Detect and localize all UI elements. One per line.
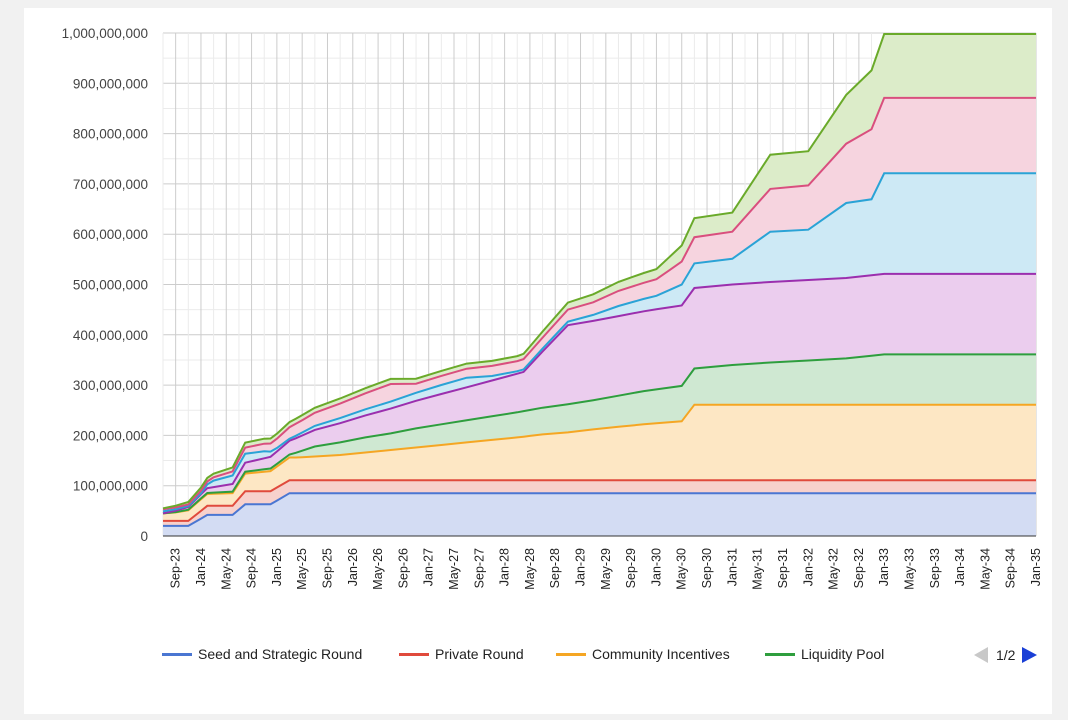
x-tick-label: Jan-35	[1029, 548, 1043, 586]
legend-swatch-private	[399, 653, 429, 656]
line-series-8	[162, 33, 1036, 510]
x-tick-label: Sep-31	[776, 548, 790, 588]
x-tick-label: Sep-32	[852, 548, 866, 588]
legend-swatch-liquidity	[765, 653, 795, 656]
x-tick-label: Sep-30	[700, 548, 714, 588]
legend-label-private: Private Round	[435, 646, 524, 662]
legend-item-liquidity-pool[interactable]: Liquidity Pool	[765, 646, 884, 662]
x-tick-label: Sep-25	[320, 548, 334, 588]
pager-next-icon[interactable]	[1022, 647, 1037, 663]
x-tick-label: May-33	[902, 548, 916, 590]
area-series-5	[163, 273, 1036, 514]
y-tick-label: 1,000,000,000	[62, 26, 148, 41]
area-series-8	[163, 34, 1036, 510]
x-tick-label: May-30	[675, 548, 689, 590]
x-tick-label: May-24	[219, 548, 233, 590]
area-fills	[163, 34, 1036, 536]
area-liquidity-pool	[163, 354, 1036, 514]
x-tick-label: Sep-33	[928, 548, 942, 588]
x-tick-label: Jan-32	[801, 548, 815, 586]
series-lines	[162, 33, 1036, 527]
y-tick-label: 800,000,000	[73, 127, 148, 142]
x-tick-label: May-32	[827, 548, 841, 590]
y-tick-label: 700,000,000	[73, 177, 148, 192]
x-tick-label: May-28	[523, 548, 537, 590]
y-tick-label: 400,000,000	[73, 328, 148, 343]
area-private-round	[163, 480, 1036, 526]
x-tick-label: Jan-26	[346, 548, 360, 586]
line-private-round	[163, 479, 1036, 522]
x-tick-label: Jan-27	[422, 548, 436, 586]
y-tick-label: 0	[140, 529, 148, 544]
x-tick-label: May-31	[751, 548, 765, 590]
stacked-area-chart: 0 100,000,000 200,000,000 300,000,000 400,00…	[62, 26, 1043, 663]
line-series-6	[162, 172, 1036, 513]
x-tick-label: Sep-27	[472, 548, 486, 588]
line-series-5	[162, 272, 1036, 515]
legend-pager: 1/2	[974, 647, 1037, 663]
legend-swatch-community	[556, 653, 586, 656]
area-community-incentives	[163, 404, 1036, 521]
legend-item-seed-and-strategic-round[interactable]: Seed and Strategic Round	[162, 646, 362, 662]
legend-item-community-incentives[interactable]: Community Incentives	[556, 646, 730, 662]
line-seed-and-strategic-round	[163, 492, 1036, 527]
y-tick-label: 500,000,000	[73, 278, 148, 293]
legend-item-private-round[interactable]: Private Round	[399, 646, 524, 662]
x-tick-label: Sep-24	[245, 548, 259, 588]
legend: Seed and Strategic Round Private Round C…	[162, 646, 1037, 663]
y-tick-label: 300,000,000	[73, 378, 148, 393]
x-tick-label: Sep-26	[396, 548, 410, 588]
y-tick-label: 600,000,000	[73, 227, 148, 242]
x-tick-label: Sep-23	[169, 548, 183, 588]
legend-label-liquidity: Liquidity Pool	[801, 646, 884, 662]
line-series-7	[162, 96, 1036, 511]
line-liquidity-pool	[162, 353, 1036, 515]
x-tick-label: Jan-34	[953, 548, 967, 586]
x-tick-label: May-26	[371, 548, 385, 590]
pager-label: 1/2	[996, 647, 1016, 663]
area-series-6	[163, 173, 1036, 514]
pager-prev-icon[interactable]	[974, 647, 988, 663]
y-tick-label: 900,000,000	[73, 76, 148, 91]
legend-label-seed: Seed and Strategic Round	[198, 646, 362, 662]
x-tick-label: Jan-33	[877, 548, 891, 586]
x-tick-label: May-29	[599, 548, 613, 590]
y-tick-label: 200,000,000	[73, 428, 148, 443]
area-series-7	[163, 97, 1036, 512]
x-tick-label: Sep-34	[1004, 548, 1018, 588]
y-tick-label: 100,000,000	[73, 479, 148, 494]
x-tick-label: Sep-29	[624, 548, 638, 588]
x-tick-label: May-27	[447, 548, 461, 590]
x-tick-label: May-34	[978, 548, 992, 590]
x-tick-label: Jan-25	[270, 548, 284, 586]
area-seed-and-strategic-round	[163, 493, 1036, 536]
x-tick-label: Jan-29	[574, 548, 588, 586]
y-axis-tick-labels: 0 100,000,000 200,000,000 300,000,000 400,00…	[62, 26, 148, 544]
x-tick-label: Jan-31	[725, 548, 739, 586]
x-tick-label: Jan-30	[649, 548, 663, 586]
x-axis-tick-labels: Sep-23 Jan-24 May-24 Sep-24 Jan-25 May-25 Sep-…	[169, 548, 1043, 590]
x-tick-label: Sep-28	[548, 548, 562, 588]
x-tick-label: May-25	[295, 548, 309, 590]
legend-swatch-seed	[162, 653, 192, 656]
legend-label-community: Community Incentives	[592, 646, 730, 662]
x-tick-label: Jan-28	[498, 548, 512, 586]
x-tick-label: Jan-24	[194, 548, 208, 586]
chart-card: 0 100,000,000 200,000,000 300,000,000 400,00…	[24, 8, 1052, 714]
